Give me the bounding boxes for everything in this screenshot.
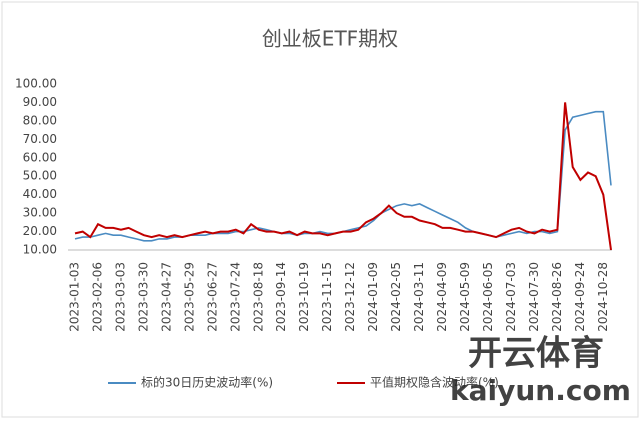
x-tick-label: 2023-01-03 <box>68 262 82 332</box>
x-tick-label: 2023-04-27 <box>159 262 173 332</box>
x-tick-label: 2023-07-24 <box>228 262 242 332</box>
watermark-brand: 开云体育 <box>468 334 604 374</box>
y-tick-label: 50.00 <box>23 169 57 183</box>
y-tick-label: 10.00 <box>23 243 57 257</box>
x-tick-label: 2023-02-06 <box>90 262 104 332</box>
x-tick-label: 2023-08-18 <box>251 262 265 332</box>
legend-label: 标的30日历史波动率(%) <box>141 375 273 390</box>
x-tick-label: 2024-05-09 <box>458 262 472 332</box>
y-tick-label: 90.00 <box>23 95 57 109</box>
x-tick-label: 2023-03-30 <box>136 262 150 332</box>
legend-label: 平值期权隐含波动率(%) <box>370 375 499 390</box>
x-tick-label: 2023-05-29 <box>182 262 196 332</box>
x-tick-label: 2023-10-19 <box>297 262 311 332</box>
y-tick-label: 60.00 <box>23 150 57 164</box>
x-tick-label: 2024-10-28 <box>596 262 610 332</box>
watermark-site: kaiyun.com <box>450 374 631 407</box>
x-tick-label: 2023-11-15 <box>320 262 334 332</box>
y-tick-label: 20.00 <box>23 224 57 238</box>
x-tick-label: 2023-06-27 <box>205 262 219 332</box>
y-tick-label: 100.00 <box>15 77 57 91</box>
x-tick-label: 2023-03-03 <box>113 262 127 332</box>
x-tick-label: 2024-06-05 <box>481 262 495 332</box>
y-tick-label: 80.00 <box>23 113 57 127</box>
chart-title: 创业板ETF期权 <box>262 27 398 51</box>
x-tick-label: 2023-09-14 <box>274 262 288 332</box>
y-tick-label: 30.00 <box>23 206 57 220</box>
x-tick-label: 2024-07-03 <box>504 262 518 332</box>
x-tick-label: 2024-07-30 <box>527 262 541 332</box>
x-tick-label: 2024-02-05 <box>389 262 403 332</box>
x-tick-label: 2023-12-12 <box>343 262 357 332</box>
series-line <box>74 102 612 251</box>
y-tick-label: 40.00 <box>23 187 57 201</box>
x-tick-label: 2024-04-09 <box>435 262 449 332</box>
x-tick-label: 2024-08-26 <box>550 262 564 332</box>
x-tick-label: 2024-01-09 <box>366 262 380 332</box>
x-tick-label: 2024-09-24 <box>573 262 587 332</box>
y-tick-label: 70.00 <box>23 132 57 146</box>
x-tick-label: 2024-03-11 <box>412 262 426 332</box>
